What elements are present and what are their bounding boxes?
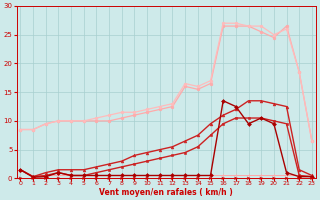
X-axis label: Vent moyen/en rafales ( km/h ): Vent moyen/en rafales ( km/h ) — [99, 188, 233, 197]
